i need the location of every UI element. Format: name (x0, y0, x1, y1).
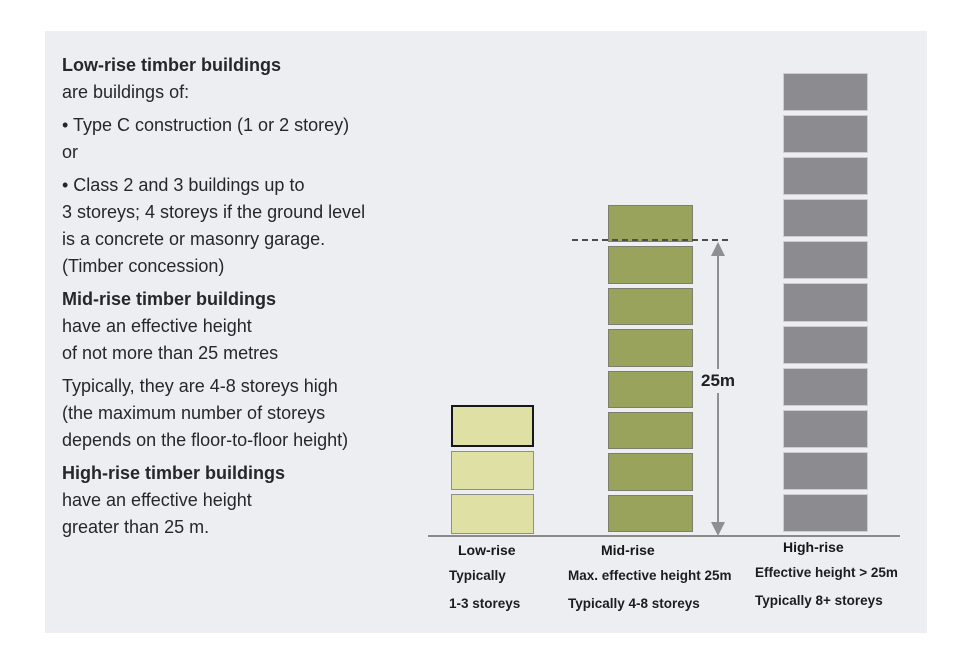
definitions-text: Low-rise timber buildings are buildings … (62, 46, 450, 547)
desc-line: Typically 8+ storeys (755, 593, 883, 608)
text-line: have an effective height (62, 316, 252, 336)
text-line: or (62, 142, 79, 162)
text-line: is a concrete or masonry garage. (62, 229, 326, 249)
storey-box (451, 405, 534, 447)
desc-line: Typically (449, 568, 506, 583)
column-desc-low-rise: Typically 1-3 storeys (449, 562, 520, 618)
text-line: greater than 25 m. (62, 517, 210, 537)
storey-box (783, 73, 868, 112)
text-line: • Type C construction (1 or 2 storey) (62, 115, 350, 135)
low-rise-column (451, 405, 534, 535)
storey-box (783, 493, 868, 533)
column-label-mid-rise: Mid-rise (601, 542, 655, 558)
text-line: (Timber concession) (62, 256, 225, 276)
storey-box (783, 409, 868, 448)
storey-box (783, 283, 868, 322)
storey-box (783, 325, 868, 364)
high-rise-column (783, 73, 868, 533)
text-line: have an effective height (62, 490, 252, 510)
storey-box (608, 494, 693, 532)
storey-box (783, 115, 868, 154)
text-line: depends on the floor-to-floor height) (62, 430, 349, 450)
height-25m-label: 25m (694, 369, 742, 393)
storey-box (608, 246, 693, 284)
storey-box (783, 451, 868, 490)
column-desc-high-rise: Effective height > 25m Typically 8+ stor… (755, 559, 898, 615)
mid-rise-column (608, 205, 693, 532)
storey-box (608, 411, 693, 450)
ground-line (428, 535, 900, 537)
storey-box (783, 157, 868, 196)
column-desc-mid-rise: Max. effective height 25m Typically 4-8 … (568, 562, 732, 618)
high-rise-heading: High-rise timber buildings (62, 463, 286, 483)
text-line: are buildings of: (62, 82, 190, 102)
desc-line: Max. effective height 25m (568, 568, 732, 583)
text-line: (the maximum number of storeys (62, 403, 326, 423)
text-line: Typically, they are 4-8 storeys high (62, 376, 338, 396)
storey-box (608, 370, 693, 408)
column-label-low-rise: Low-rise (458, 542, 516, 558)
text-line: 3 storeys; 4 storeys if the ground level (62, 202, 366, 222)
column-label-high-rise: High-rise (783, 539, 844, 555)
storey-box (783, 241, 868, 280)
storey-box (783, 199, 868, 238)
storey-box (608, 453, 693, 491)
desc-line: 1-3 storeys (449, 596, 521, 611)
text-line: of not more than 25 metres (62, 343, 279, 363)
storey-box (608, 329, 693, 367)
storey-box (451, 494, 534, 535)
desc-line: Effective height > 25m (755, 565, 898, 580)
text-line: • Class 2 and 3 buildings up to (62, 175, 305, 195)
storey-box (451, 450, 534, 491)
storey-box (608, 205, 693, 243)
threshold-dashed-line (572, 239, 728, 241)
desc-line: Typically 4-8 storeys (568, 596, 700, 611)
mid-rise-heading: Mid-rise timber buildings (62, 289, 277, 309)
low-rise-heading: Low-rise timber buildings (62, 55, 282, 75)
storey-box (783, 367, 868, 406)
storey-box (608, 287, 693, 326)
